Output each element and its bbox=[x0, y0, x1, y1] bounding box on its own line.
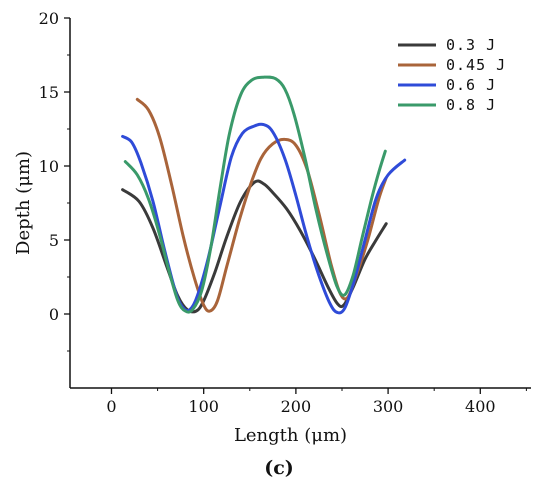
x-axis-label: Length (μm) bbox=[234, 425, 347, 446]
y-tick-label: 15 bbox=[39, 83, 59, 102]
x-tick-label: 200 bbox=[281, 397, 312, 416]
legend-label-4: 0.8 J bbox=[446, 96, 496, 114]
x-tick-label: 300 bbox=[373, 397, 404, 416]
y-ticks: 0 5 10 15 20 bbox=[39, 9, 70, 352]
y-tick-label: 0 bbox=[49, 305, 59, 324]
series-line-2 bbox=[135, 97, 388, 313]
y-axis-label: Depth (μm) bbox=[13, 151, 34, 255]
legend: 0.3 J 0.45 J 0.6 J 0.8 J bbox=[398, 36, 506, 114]
x-tick-label: 400 bbox=[465, 397, 496, 416]
x-ticks: 0 100 200 300 400 bbox=[106, 388, 527, 416]
x-tick-label: 0 bbox=[106, 397, 116, 416]
series-line-4 bbox=[123, 75, 387, 314]
y-tick-label: 5 bbox=[49, 231, 59, 250]
legend-label-1: 0.3 J bbox=[446, 36, 496, 54]
y-tick-label: 20 bbox=[39, 9, 59, 28]
x-tick-label: 100 bbox=[188, 397, 219, 416]
figure-caption: (c) bbox=[264, 457, 294, 479]
legend-label-3: 0.6 J bbox=[446, 76, 496, 94]
y-tick-label: 10 bbox=[39, 157, 59, 176]
series-lines bbox=[121, 75, 407, 315]
legend-label-2: 0.45 J bbox=[446, 56, 506, 74]
